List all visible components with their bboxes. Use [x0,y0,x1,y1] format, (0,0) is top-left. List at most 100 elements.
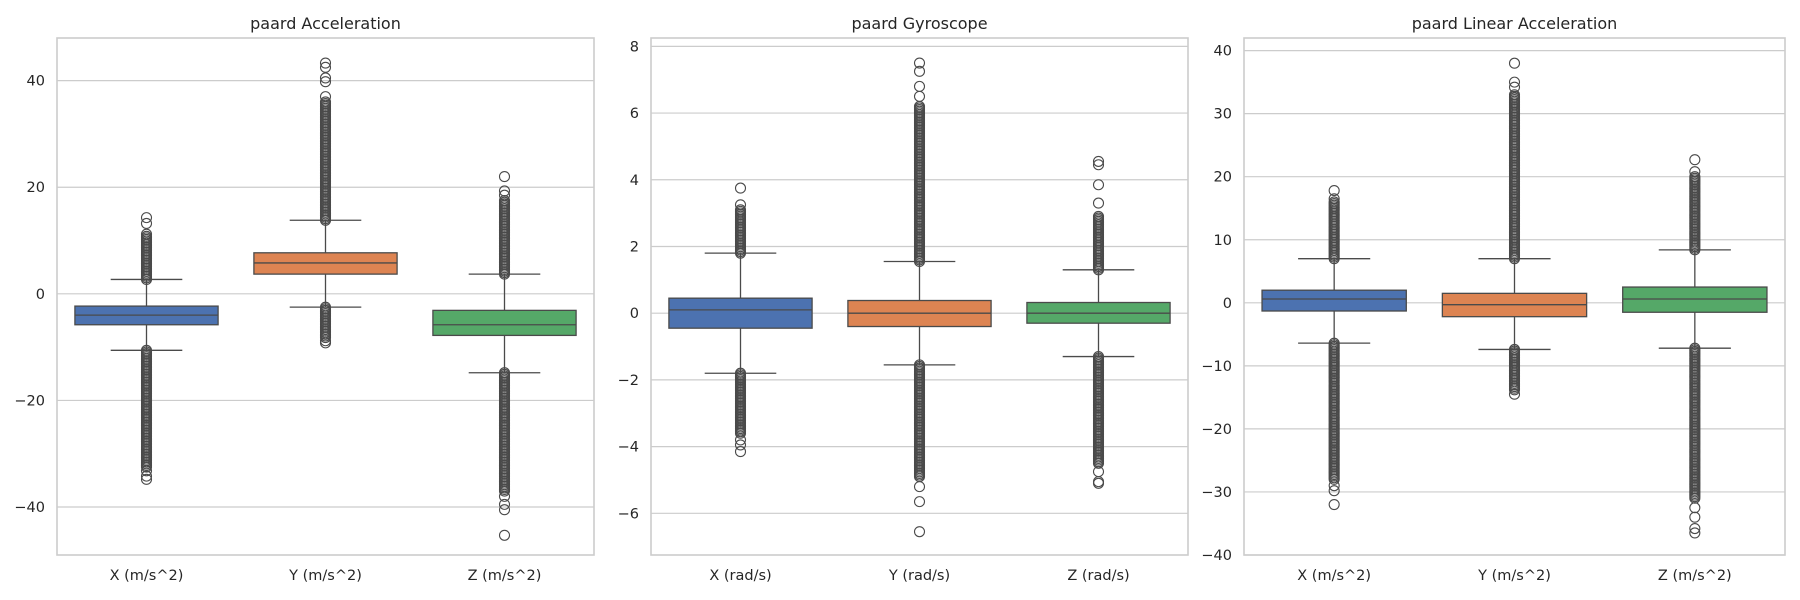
outlier-point [1689,154,1701,166]
outlier-point [1689,502,1701,514]
chart-title: paard Gyroscope [851,14,987,33]
iqr-box [1261,289,1407,312]
y-tick-label: −40 [14,500,45,516]
box-x [74,212,219,485]
box-y [253,57,398,349]
outlier-point [1508,89,1521,101]
x-tick-label: Z (rad/s) [1067,568,1129,584]
y-tick-label: 2 [630,239,639,255]
box-y [1441,57,1588,400]
outlier-point [1092,457,1105,469]
outlier-point [1092,210,1105,222]
iqr-box [668,297,813,329]
outlier-point [498,171,511,183]
y-tick-label: 8 [630,39,639,55]
chart-title: paard Acceleration [250,14,401,33]
y-tick-label: −4 [618,440,639,456]
outlier-point [140,473,153,485]
x-tick-label: Z (m/s^2) [1658,568,1732,584]
subplot-gyroscope: −6 −4 −2 0 2 4 6 8 paard Gyroscope X (rad/s) Y (ra… [618,14,1189,584]
y-tick-label: 30 [1214,107,1232,123]
y-tick-label: 0 [630,306,639,322]
outlier-point [498,504,511,516]
outlier-point [140,228,153,240]
y-tick-label: −40 [1201,548,1232,564]
outlier-point [1508,57,1521,69]
outlier-point [913,65,926,77]
y-tick-label: 40 [27,74,45,90]
outlier-point [498,485,511,497]
outlier-point [140,470,153,482]
outlier-point [1689,527,1701,539]
outlier-point [1092,155,1105,167]
outlier-point [498,498,511,510]
outlier-point [1328,480,1340,492]
chart-title: paard Linear Acceleration [1412,14,1618,33]
outlier-point [319,57,332,69]
outlier-point [319,337,332,349]
outlier-point [319,91,332,103]
outlier-point [140,465,153,477]
y-tick-label: 10 [1214,233,1232,249]
outlier-point [1092,179,1105,191]
outlier-point [140,461,153,473]
outlier-point [734,427,747,439]
subplot-linear-acceleration: −40 −30 −20 −10 0 10 20 30 40 paard Linear Accele… [1201,14,1786,584]
outlier-point [1689,511,1701,523]
outlier-point [734,182,747,194]
y-tick-label: −20 [14,393,45,409]
y-tick-label: 0 [36,287,45,303]
outlier-point [1328,485,1340,497]
outlier-point [319,96,332,108]
y-tick-label: 0 [1223,296,1232,312]
plot-frame [650,37,1189,556]
x-tick-label: Y (m/s^2) [288,568,362,584]
outlier-point [498,185,511,197]
outlier-point [140,217,153,230]
outlier-point [1092,477,1105,489]
outlier-point [913,80,926,92]
outlier-point [913,57,926,69]
outlier-point [140,212,153,224]
outlier-point [913,496,926,508]
outlier-point [1092,197,1105,209]
outlier-point [1328,196,1340,208]
y-tick-label: 40 [1214,44,1232,60]
x-tick-label: Y (rad/s) [888,568,950,584]
subplot-acceleration: −40 −20 0 20 40 paard Acceleration X (m/s^2) Y … [14,14,595,584]
outlier-point [319,72,332,84]
outlier-point [734,204,747,216]
iqr-box [432,309,577,337]
outlier-point [319,76,332,88]
x-tick-label: Y (m/s^2) [1477,568,1551,584]
box-x [1261,185,1407,511]
box-z [1026,155,1171,489]
outlier-point [913,526,926,538]
outlier-point [1689,166,1701,178]
y-tick-label: −30 [1201,485,1232,501]
box-y [847,57,992,538]
y-tick-label: −20 [1201,422,1232,438]
x-tick-label: X (rad/s) [709,568,771,584]
y-tick-label: 6 [630,106,639,122]
box-z [432,171,577,541]
outlier-point [1328,473,1340,485]
outlier-point [1328,193,1340,205]
x-tick-label: Z (m/s^2) [468,568,542,584]
y-tick-label: −10 [1201,359,1232,375]
y-tick-label: 4 [630,173,639,189]
outlier-point [498,189,511,201]
outlier-point [913,481,926,493]
outlier-point [734,446,747,458]
box-x [668,182,813,458]
outlier-point [1689,522,1701,535]
outlier-point [1508,81,1521,93]
y-tick-label: −6 [618,506,639,522]
outlier-point [734,439,747,451]
outlier-point [1508,388,1521,400]
outlier-point [913,90,926,102]
outlier-point [498,529,511,541]
outlier-point [319,61,332,73]
outlier-point [319,331,332,344]
